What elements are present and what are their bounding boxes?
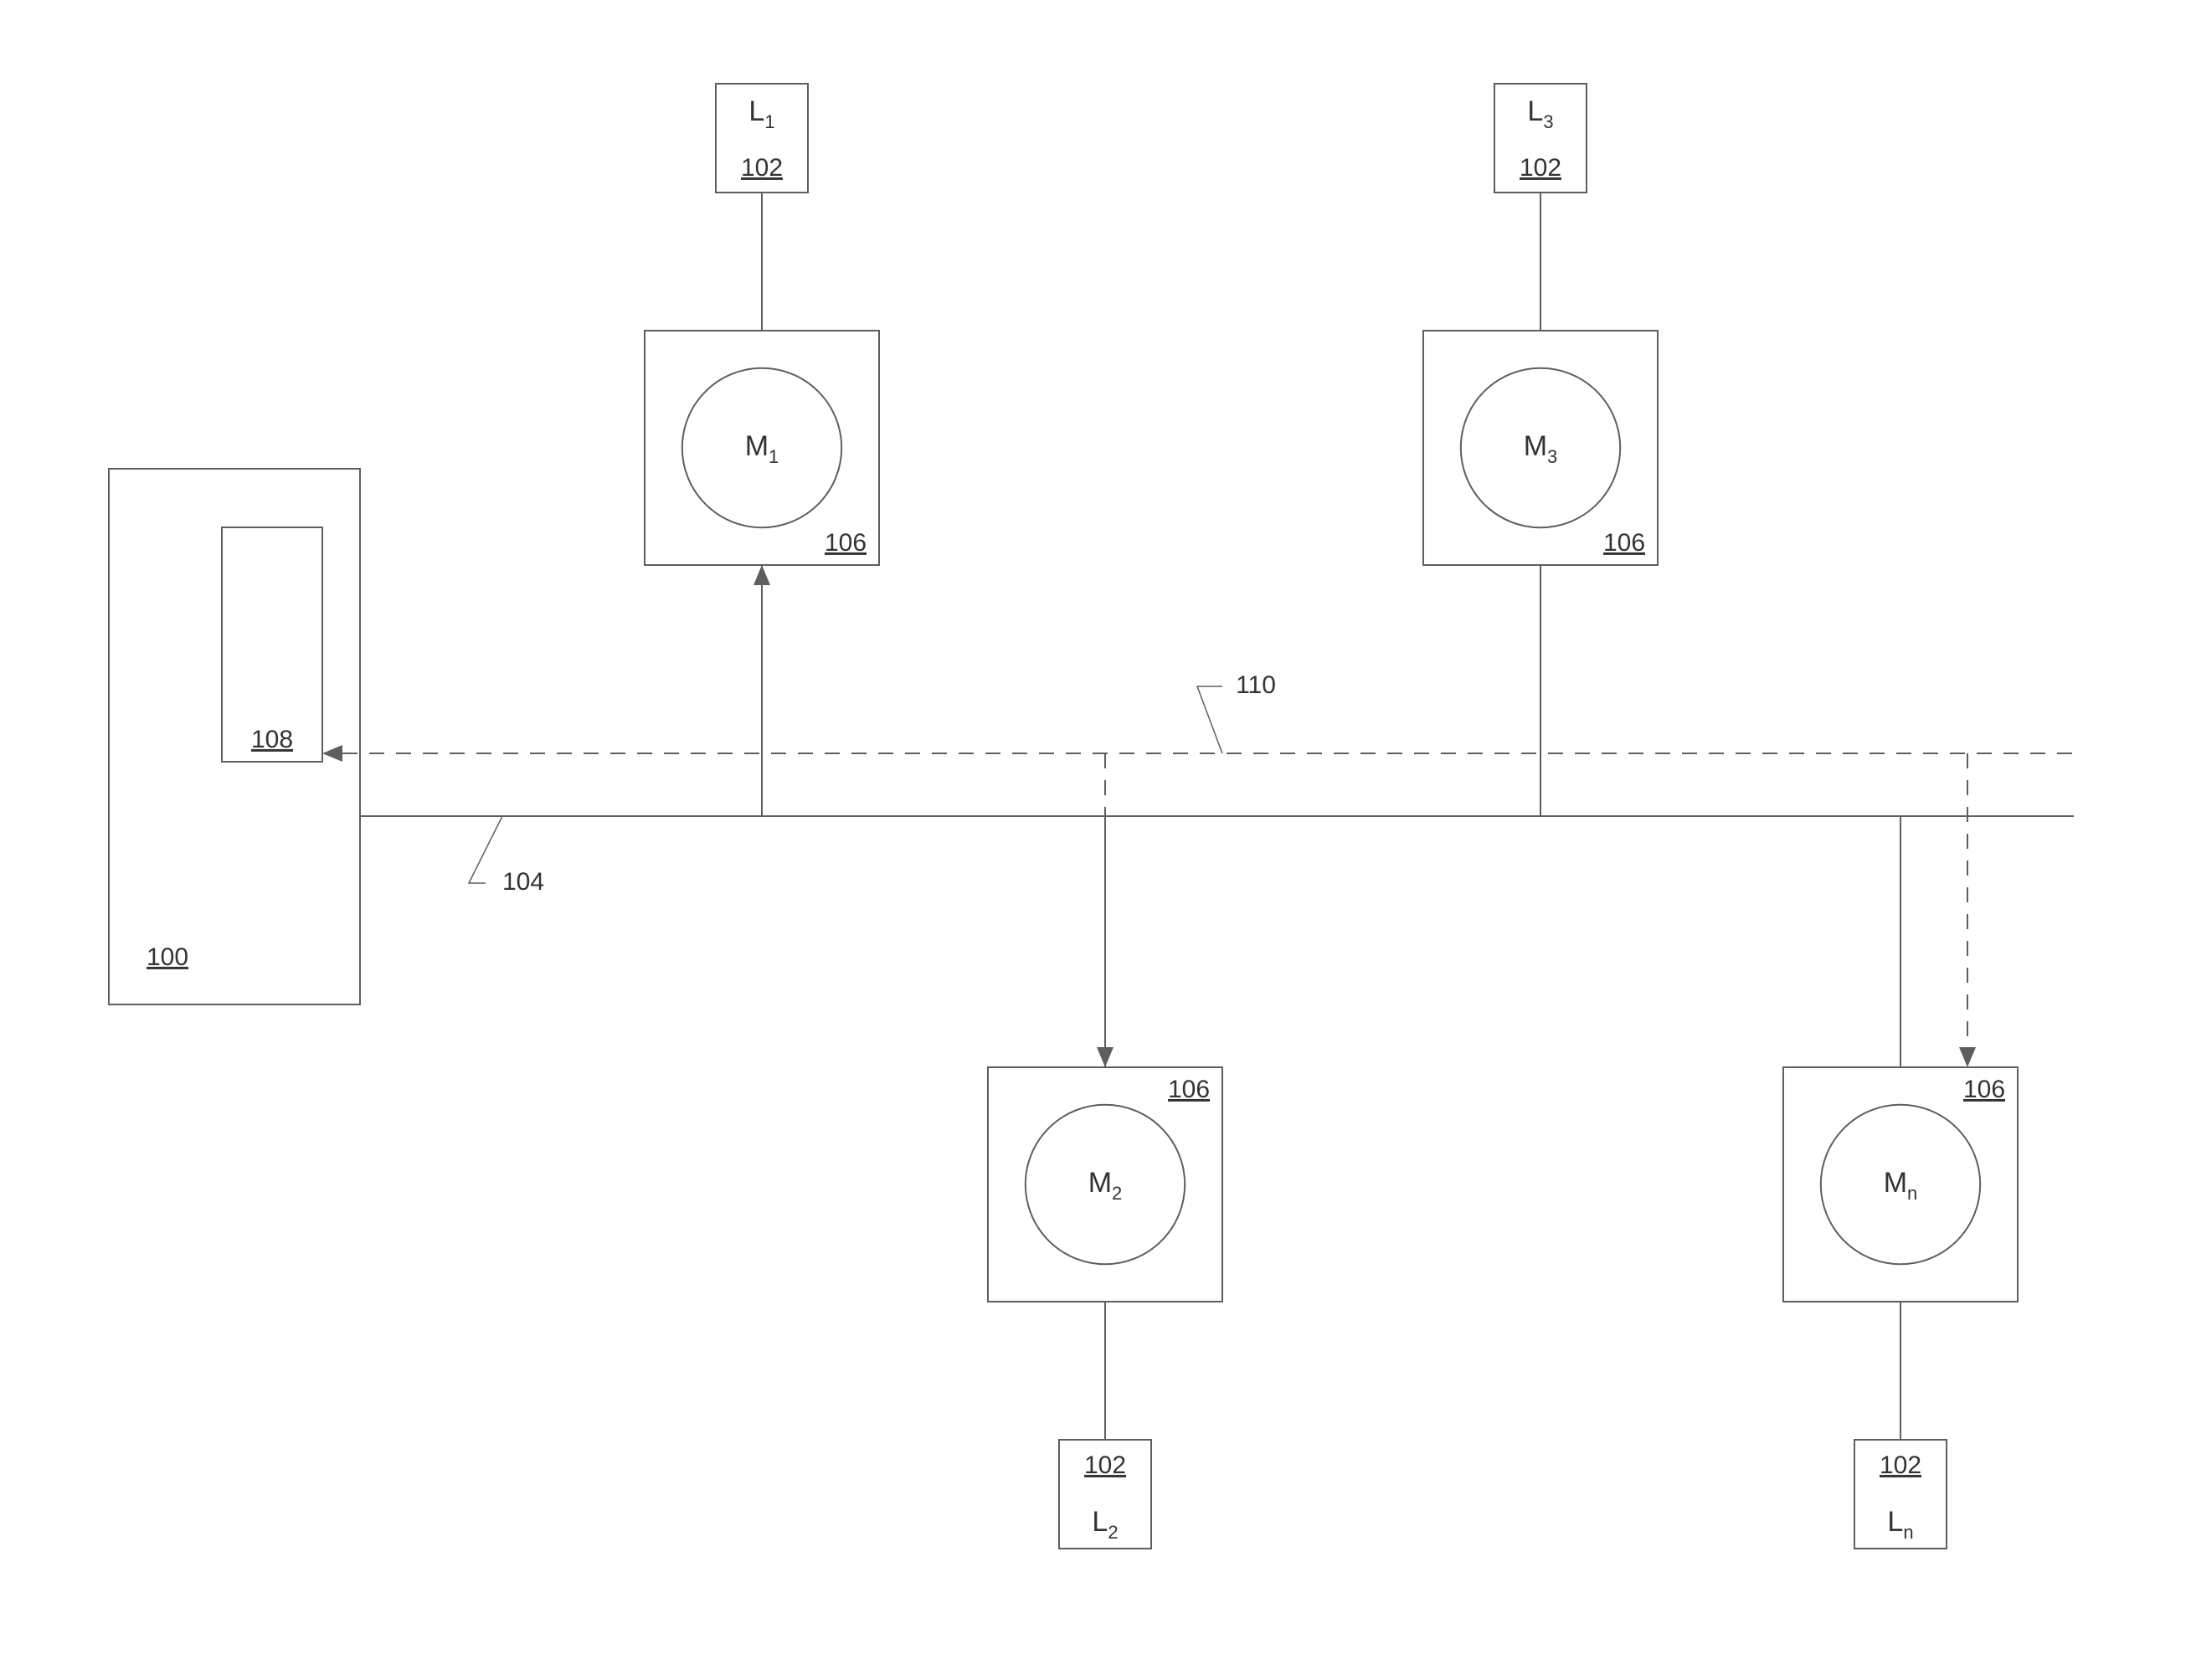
svg-text:110: 110 <box>1236 671 1276 699</box>
svg-text:106: 106 <box>825 529 867 557</box>
svg-text:M2: M2 <box>1088 1167 1123 1204</box>
svg-text:108: 108 <box>251 726 293 753</box>
svg-text:106: 106 <box>1603 529 1645 557</box>
svg-text:L2: L2 <box>1092 1506 1118 1543</box>
svg-text:L1: L1 <box>748 95 774 132</box>
svg-text:100: 100 <box>147 943 188 971</box>
svg-text:L3: L3 <box>1527 95 1553 132</box>
svg-text:104: 104 <box>502 868 544 896</box>
svg-text:Mn: Mn <box>1884 1167 1918 1204</box>
svg-text:106: 106 <box>1963 1076 2005 1103</box>
svg-text:M3: M3 <box>1524 430 1558 467</box>
svg-text:Ln: Ln <box>1887 1506 1913 1543</box>
svg-text:102: 102 <box>1880 1451 1921 1479</box>
svg-text:M1: M1 <box>745 430 779 467</box>
svg-text:106: 106 <box>1168 1076 1210 1103</box>
svg-text:102: 102 <box>1084 1451 1126 1479</box>
svg-text:102: 102 <box>1520 154 1561 182</box>
svg-text:102: 102 <box>741 154 783 182</box>
